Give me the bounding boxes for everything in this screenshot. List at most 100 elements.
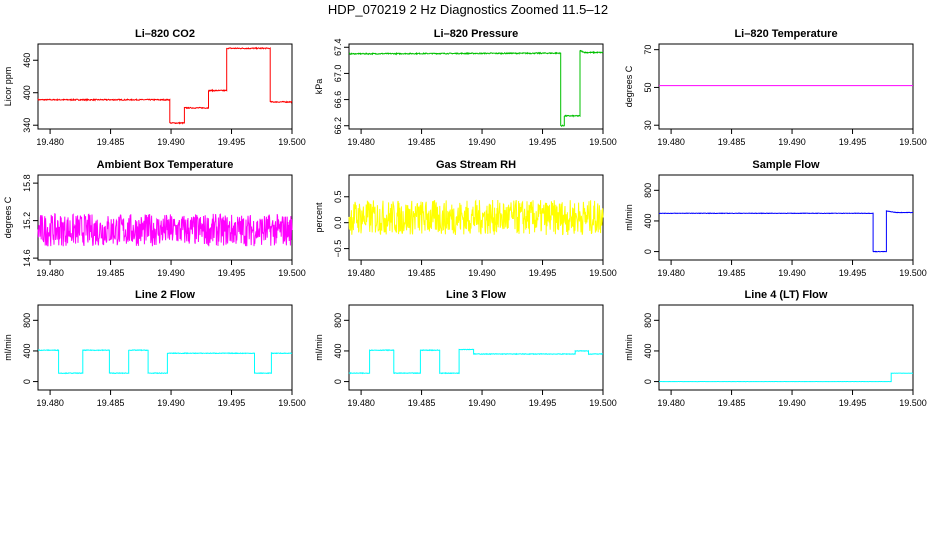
series-line-1 [38,349,293,375]
panel-title: Line 3 Flow [446,289,506,301]
x-tick-label: 19.500 [278,137,306,147]
plot-frame [37,43,293,130]
series-line-1 [658,372,913,383]
series-line-1 [348,199,604,236]
x-tick-label: 19.500 [899,268,927,278]
chart-panel-9: Line 4 (LT) Flow 19.480 19.485 19.490 19.495… [624,289,927,408]
y-tick-label: 66.6 [333,91,343,109]
x-tick-label: 19.495 [839,137,867,147]
panel-title: Li–820 Pressure [434,28,518,40]
y-tick-label: 400 [643,213,653,228]
y-tick-label: 0.0 [333,216,343,229]
y-tick-label: −0.5 [333,240,343,258]
x-tick-label: 19.485 [97,398,125,408]
x-tick-label: 19.490 [778,137,806,147]
chart-panel-2: Li–820 Pressure 19.480 19.485 19.490 19.495 1… [314,28,617,147]
x-tick-label: 19.485 [408,398,436,408]
x-tick-label: 19.500 [899,137,927,147]
x-tick-label: 19.490 [778,398,806,408]
y-tick-label: 50 [643,82,653,92]
x-tick-label: 19.490 [157,137,185,147]
chart-panel-7: Line 2 Flow 19.480 19.485 19.490 19.495 19.50… [3,289,306,408]
y-tick-label: 66.2 [333,117,343,135]
x-tick-label: 19.495 [218,137,246,147]
x-tick-label: 19.480 [657,398,685,408]
plot-frame [37,304,293,391]
y-axis-label: ml/min [3,334,13,361]
chart-panel-6: Sample Flow 19.480 19.485 19.490 19.495 19.50… [624,159,927,278]
x-tick-label: 19.490 [778,268,806,278]
x-tick-label: 19.490 [157,268,185,278]
y-tick-label: 0 [22,379,32,384]
x-tick-label: 19.480 [347,268,375,278]
x-tick-label: 19.500 [278,268,306,278]
x-tick-label: 19.495 [529,398,557,408]
series-line-1 [348,348,604,375]
x-tick-label: 19.485 [408,137,436,147]
y-tick-label: 340 [22,118,32,133]
y-axis-label: ml/min [314,334,324,361]
y-tick-label: 0 [643,249,653,254]
x-tick-label: 19.495 [218,268,246,278]
y-tick-label: 67.4 [333,39,343,57]
plot-frame [658,304,914,391]
series-line-1 [37,46,293,125]
panel-title: Gas Stream RH [436,159,516,171]
plot-frame [348,43,604,130]
panel-title: Li–820 Temperature [734,28,837,40]
chart-panel-4: Ambient Box Temperature 19.480 19.485 19.49… [3,159,306,278]
x-tick-label: 19.500 [589,137,617,147]
x-tick-label: 19.495 [218,398,246,408]
series-line-1 [37,213,293,247]
x-tick-label: 19.480 [36,137,64,147]
x-tick-label: 19.480 [36,398,64,408]
y-tick-label: 15.8 [22,174,32,192]
y-tick-label: 400 [22,343,32,358]
x-tick-label: 19.485 [408,268,436,278]
panel-title: Li–820 CO2 [135,28,195,40]
x-tick-label: 19.485 [97,137,125,147]
series-line-1 [348,49,604,127]
y-tick-label: 800 [22,313,32,328]
y-axis-label: percent [314,202,324,233]
x-tick-label: 19.480 [347,137,375,147]
x-tick-label: 19.500 [899,398,927,408]
y-tick-label: 460 [22,53,32,68]
x-tick-label: 19.485 [97,268,125,278]
plot-frame [658,174,914,261]
y-axis-label: degrees C [624,65,634,107]
y-tick-label: 800 [333,313,343,328]
panel-title: Sample Flow [752,159,820,171]
x-tick-label: 19.490 [468,398,496,408]
panel-title: Line 2 Flow [135,289,195,301]
plot-frame [348,304,604,391]
x-tick-label: 19.490 [468,137,496,147]
x-tick-label: 19.480 [657,268,685,278]
y-axis-label: kPa [314,79,324,95]
y-tick-label: 400 [22,85,32,100]
y-tick-label: 0 [333,379,343,384]
y-axis-label: ml/min [624,334,634,361]
y-tick-label: 30 [643,120,653,130]
y-tick-label: 400 [333,343,343,358]
y-axis-label: Licor ppm [3,67,13,107]
x-tick-label: 19.480 [36,268,64,278]
chart-panel-3: Li–820 Temperature 19.480 19.485 19.490 19.4… [624,28,927,147]
x-tick-label: 19.485 [718,398,746,408]
x-tick-label: 19.495 [529,137,557,147]
y-tick-label: 67.0 [333,65,343,83]
y-tick-label: 0.5 [333,191,343,204]
y-axis-label: ml/min [624,204,634,231]
chart-panel-5: Gas Stream RH 19.480 19.485 19.490 19.495 19.… [314,159,617,278]
x-tick-label: 19.490 [157,398,185,408]
figure-title: HDP_070219 2 Hz Diagnostics Zoomed 11.5–… [327,2,609,17]
y-tick-label: 70 [643,45,653,55]
x-tick-label: 19.490 [468,268,496,278]
y-tick-label: 0 [643,379,653,384]
plot-frame [658,43,914,130]
y-tick-label: 15.2 [22,212,32,230]
x-tick-label: 19.495 [839,398,867,408]
y-axis-label: degrees C [3,196,13,238]
